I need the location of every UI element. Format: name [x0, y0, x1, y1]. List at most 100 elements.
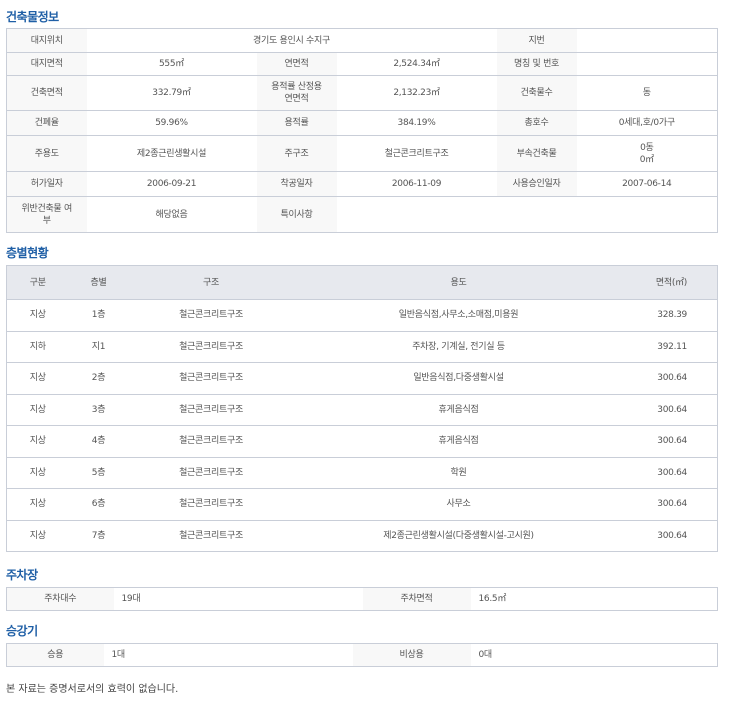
building-info-row: 대지면적 555㎡ 연면적 2,524.34㎡ 명칭 및 번호: [6, 52, 718, 76]
table-cell: 철근콘크리트구조: [128, 457, 294, 489]
building-info-row: 주용도 제2종근린생활시설 주구조 철근콘크리트구조 부속건축물 0동 0㎡: [6, 135, 718, 172]
field-label: 주용도: [6, 135, 87, 172]
field-label: 지번: [496, 28, 577, 53]
field-value: [576, 28, 718, 53]
field-label: 연면적: [256, 52, 337, 76]
disclaimer: 본 자료는 증명서로서의 효력이 없습니다.: [6, 684, 179, 695]
parking-area-label: 주차면적: [362, 587, 471, 611]
parking-area: 16.5㎡: [470, 587, 718, 611]
table-cell: 사무소: [293, 488, 624, 521]
field-value: 2006-11-09: [336, 171, 497, 197]
field-label: 건축물수: [496, 75, 577, 111]
field-value: 555㎡: [86, 52, 257, 76]
table-cell: 지상: [6, 520, 69, 552]
field-value: 0동 0㎡: [576, 135, 718, 172]
table-cell: 철근콘크리트구조: [128, 362, 294, 395]
field-value: [576, 52, 718, 76]
table-cell: 일반음식점,다중생활시설: [293, 362, 624, 395]
table-cell: 300.64: [623, 425, 718, 458]
field-label: 대지면적: [6, 52, 87, 76]
table-cell: 지상: [6, 457, 69, 489]
table-cell: 4층: [68, 425, 129, 458]
table-cell: 지1: [68, 331, 129, 363]
table-cell: 3층: [68, 394, 129, 426]
table-cell: 1층: [68, 299, 129, 332]
field-label: 명칭 및 번호: [496, 52, 577, 76]
field-value: 동: [576, 75, 718, 111]
table-cell: 일반음식점,사무소,소매점,미용원: [293, 299, 624, 332]
field-value: 2007-06-14: [576, 171, 718, 197]
parking-table: 주차대수 19대 주차면적 16.5㎡: [6, 587, 718, 611]
column-header: 층별: [68, 265, 129, 300]
field-value: 2006-09-21: [86, 171, 257, 197]
field-label: 용적률: [256, 110, 337, 136]
field-label: 대지위치: [6, 28, 87, 53]
field-label: 용적률 산정용 연면적: [256, 75, 337, 111]
building-info-table: 대지위치 경기도 용인시 수지구 지번 대지면적 555㎡ 연면적 2,524.34㎡ 명칭 …: [6, 28, 719, 233]
table-cell: 제2종근린생활시설(다중생활시설-고시원): [293, 520, 624, 552]
table-cell: 지상: [6, 299, 69, 332]
table-row: 지상 5층 철근콘크리트구조 학원 300.64: [6, 457, 718, 489]
table-cell: 철근콘크리트구조: [128, 331, 294, 363]
table-cell: 학원: [293, 457, 624, 489]
table-cell: 휴게음식점: [293, 425, 624, 458]
field-value: 제2종근린생활시설: [86, 135, 257, 172]
table-cell: 철근콘크리트구조: [128, 394, 294, 426]
field-value: [336, 196, 718, 233]
table-cell: 철근콘크리트구조: [128, 425, 294, 458]
elevator-table: 승용 1대 비상용 0대: [6, 643, 718, 667]
table-cell: 392.11: [623, 331, 718, 363]
field-value: 59.96%: [86, 110, 257, 136]
field-value: 2,524.34㎡: [336, 52, 497, 76]
table-cell: 지상: [6, 425, 69, 458]
passenger-count: 1대: [103, 643, 353, 667]
table-cell: 300.64: [623, 457, 718, 489]
field-label: 부속건축물: [496, 135, 577, 172]
column-header: 면적(㎡): [623, 265, 718, 300]
parking-count-label: 주차대수: [6, 587, 114, 611]
table-cell: 지상: [6, 488, 69, 521]
field-value: 2,132.23㎡: [336, 75, 497, 111]
field-label: 사용승인일자: [496, 171, 577, 197]
table-cell: 6층: [68, 488, 129, 521]
table-cell: 300.64: [623, 520, 718, 552]
field-label: 특이사항: [256, 196, 337, 233]
elevator-title: 승강기: [6, 624, 38, 638]
table-cell: 2층: [68, 362, 129, 395]
table-cell: 300.64: [623, 488, 718, 521]
floor-status-title: 층별현황: [6, 246, 49, 260]
table-cell: 328.39: [623, 299, 718, 332]
field-label: 위반건축물 여부: [6, 196, 87, 233]
table-row: 지상 1층 철근콘크리트구조 일반음식점,사무소,소매점,미용원 328.39: [6, 299, 718, 332]
field-label: 건폐율: [6, 110, 87, 136]
table-cell: 휴게음식점: [293, 394, 624, 426]
field-label: 건축면적: [6, 75, 87, 111]
building-info-row: 위반건축물 여부 해당없음 특이사항: [6, 196, 718, 233]
table-row: 지상 7층 철근콘크리트구조 제2종근린생활시설(다중생활시설-고시원) 300.64: [6, 520, 718, 552]
table-row: 지상 6층 철근콘크리트구조 사무소 300.64: [6, 488, 718, 521]
table-cell: 주차장, 기계실, 전기실 등: [293, 331, 624, 363]
table-cell: 지상: [6, 394, 69, 426]
field-value: 384.19%: [336, 110, 497, 136]
table-cell: 300.64: [623, 394, 718, 426]
table-row: 지상 2층 철근콘크리트구조 일반음식점,다중생활시설 300.64: [6, 362, 718, 395]
table-cell: 300.64: [623, 362, 718, 395]
column-header: 구조: [128, 265, 294, 300]
field-label: 허가일자: [6, 171, 87, 197]
building-info-title: 건축물정보: [6, 10, 59, 24]
field-label: 총호수: [496, 110, 577, 136]
table-cell: 지상: [6, 362, 69, 395]
field-value: 0세대,호/0가구: [576, 110, 718, 136]
table-row: 지상 4층 철근콘크리트구조 휴게음식점 300.64: [6, 425, 718, 458]
emergency-count: 0대: [470, 643, 718, 667]
building-info-row: 허가일자 2006-09-21 착공일자 2006-11-09 사용승인일자 2007-0…: [6, 171, 718, 197]
field-label: 착공일자: [256, 171, 337, 197]
building-info-row: 건폐율 59.96% 용적률 384.19% 총호수 0세대,호/0가구: [6, 110, 718, 136]
table-row: 지상 3층 철근콘크리트구조 휴게음식점 300.64: [6, 394, 718, 426]
field-value: 철근콘크리트구조: [336, 135, 497, 172]
table-cell: 철근콘크리트구조: [128, 520, 294, 552]
field-value: 경기도 용인시 수지구: [86, 28, 497, 53]
parking-count: 19대: [113, 587, 363, 611]
table-cell: 7층: [68, 520, 129, 552]
passenger-label: 승용: [6, 643, 104, 667]
